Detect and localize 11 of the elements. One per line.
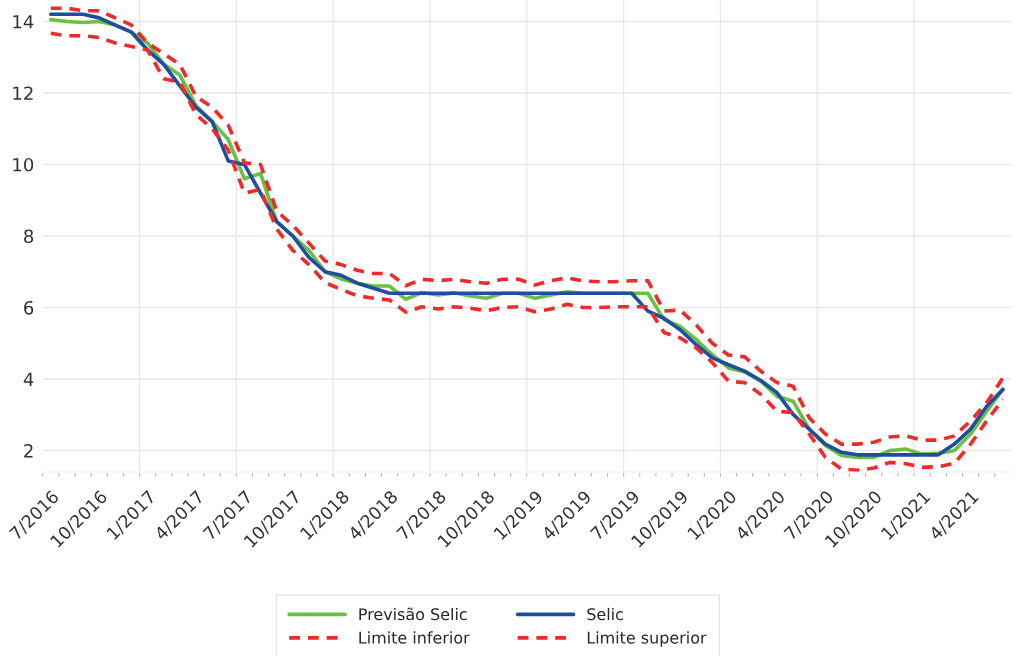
y-tick-label: 12 xyxy=(13,86,33,100)
y-tick-label: 2 xyxy=(24,444,33,458)
y-tick-label: 14 xyxy=(13,15,34,29)
legend-label: Selic xyxy=(587,607,623,621)
legend-label: Previsão Selic xyxy=(359,607,467,621)
legend-label: Limite inferior xyxy=(359,631,470,644)
y-tick-label: 4 xyxy=(23,372,34,386)
y-tick-label: 6 xyxy=(24,300,34,315)
y-tick-label: 10 xyxy=(13,157,34,172)
legend-label: Limite superior xyxy=(587,631,707,647)
y-tick-label: 8 xyxy=(24,229,34,244)
